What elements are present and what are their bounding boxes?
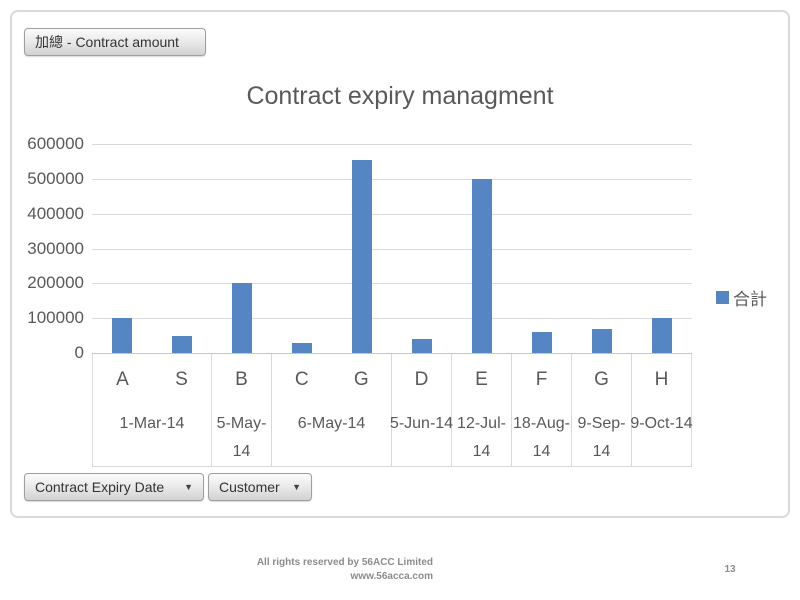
date-group-label: 9-Sep- 14 bbox=[572, 406, 632, 467]
y-axis-label: 0 bbox=[74, 343, 84, 362]
dropdown-arrow-icon: ▼ bbox=[184, 482, 193, 492]
bar bbox=[532, 332, 552, 353]
y-axis-label: 300000 bbox=[27, 238, 84, 258]
date-label-line: 9-Sep- bbox=[577, 415, 626, 432]
category-label: A bbox=[116, 369, 129, 390]
category-label: S bbox=[175, 369, 188, 390]
y-axis-label: 200000 bbox=[27, 273, 84, 293]
chart-frame bbox=[10, 10, 790, 518]
category-label: D bbox=[414, 369, 429, 390]
footer: All rights reserved by 56ACC Limited www… bbox=[233, 556, 433, 584]
category-letter-group: B bbox=[212, 354, 272, 406]
category-letter-group: H bbox=[632, 354, 692, 406]
category-letter-group: E bbox=[452, 354, 512, 406]
date-label-line: 5-Jun-14 bbox=[389, 415, 454, 432]
category-label: B bbox=[235, 369, 248, 390]
y-axis: 600000 500000 400000 300000 200000 100000 0 bbox=[8, 135, 84, 362]
date-group-label: 12-Jul- 14 bbox=[452, 406, 512, 467]
dropdown-arrow-icon: ▼ bbox=[292, 482, 301, 492]
chart-title: Contract expiry managment bbox=[246, 82, 554, 110]
y-axis-label: 600000 bbox=[27, 134, 84, 153]
category-letter-group: D bbox=[392, 354, 452, 406]
date-group-label: 5-Jun-14 bbox=[389, 406, 454, 467]
gridline bbox=[92, 318, 692, 320]
bar bbox=[112, 318, 132, 353]
customer-field-button[interactable]: Customer ▼ bbox=[208, 473, 312, 501]
footer-line2: www.56acca.com bbox=[350, 571, 433, 582]
date-label-line: 1-Mar-14 bbox=[119, 415, 185, 432]
y-axis-label: 400000 bbox=[27, 203, 84, 223]
gridline bbox=[92, 283, 692, 285]
category-dates-row: 1-Mar-14 5-May- 14 6-May-14 5-Jun-14 12-Jul- 1… bbox=[92, 406, 693, 467]
date-label-line: 18-Aug- bbox=[513, 415, 570, 432]
date-group-label: 1-Mar-14 bbox=[92, 406, 212, 467]
gridline bbox=[92, 248, 692, 250]
category-label: F bbox=[535, 369, 548, 390]
bar bbox=[172, 336, 192, 353]
category-label: E bbox=[475, 369, 488, 390]
bar bbox=[292, 343, 312, 353]
gridline bbox=[92, 144, 692, 145]
date-label-line: 14 bbox=[232, 443, 251, 460]
category-letter-group: F bbox=[512, 354, 572, 406]
value-field-button[interactable]: 加總 - Contract amount bbox=[24, 28, 206, 56]
date-group-label: 18-Aug- 14 bbox=[512, 406, 572, 467]
date-group-label: 9-Oct-14 bbox=[630, 406, 693, 467]
category-letter-group: G bbox=[572, 354, 632, 406]
date-label-line: 14 bbox=[532, 443, 551, 460]
date-group-label: 5-May- 14 bbox=[212, 406, 272, 467]
category-label: G bbox=[594, 369, 609, 390]
legend-label: 合計 bbox=[733, 290, 767, 309]
contract-expiry-date-field-label: Contract Expiry Date bbox=[35, 479, 165, 495]
contract-expiry-date-field-button[interactable]: Contract Expiry Date ▼ bbox=[24, 473, 204, 501]
legend-marker-icon bbox=[716, 291, 729, 304]
plot-area bbox=[92, 144, 692, 353]
bar bbox=[652, 318, 672, 353]
bar bbox=[232, 283, 252, 353]
category-label: C bbox=[294, 369, 309, 390]
y-axis-label: 500000 bbox=[27, 168, 84, 188]
category-label: H bbox=[654, 369, 669, 390]
page-number: 13 bbox=[724, 564, 736, 575]
bar bbox=[472, 179, 492, 353]
date-label-line: 9-Oct-14 bbox=[630, 415, 693, 432]
category-label: G bbox=[353, 369, 369, 390]
bar bbox=[412, 339, 432, 353]
date-group-label: 6-May-14 bbox=[272, 406, 392, 467]
date-label-line: 14 bbox=[472, 443, 491, 460]
y-axis-label: 100000 bbox=[27, 308, 84, 328]
date-label-line: 14 bbox=[592, 443, 611, 460]
date-label-line: 12-Jul- bbox=[457, 415, 506, 432]
date-label-line: 5-May- bbox=[216, 415, 267, 432]
bar bbox=[352, 160, 372, 353]
customer-field-label: Customer bbox=[219, 479, 280, 495]
footer-line1: All rights reserved by 56ACC Limited bbox=[256, 557, 433, 568]
bar bbox=[592, 329, 612, 353]
date-label-line: 6-May-14 bbox=[297, 415, 366, 432]
value-field-label: 加總 - Contract amount bbox=[35, 34, 179, 50]
gridline bbox=[92, 178, 692, 180]
legend: 合計 bbox=[716, 285, 767, 310]
gridline bbox=[92, 213, 692, 215]
